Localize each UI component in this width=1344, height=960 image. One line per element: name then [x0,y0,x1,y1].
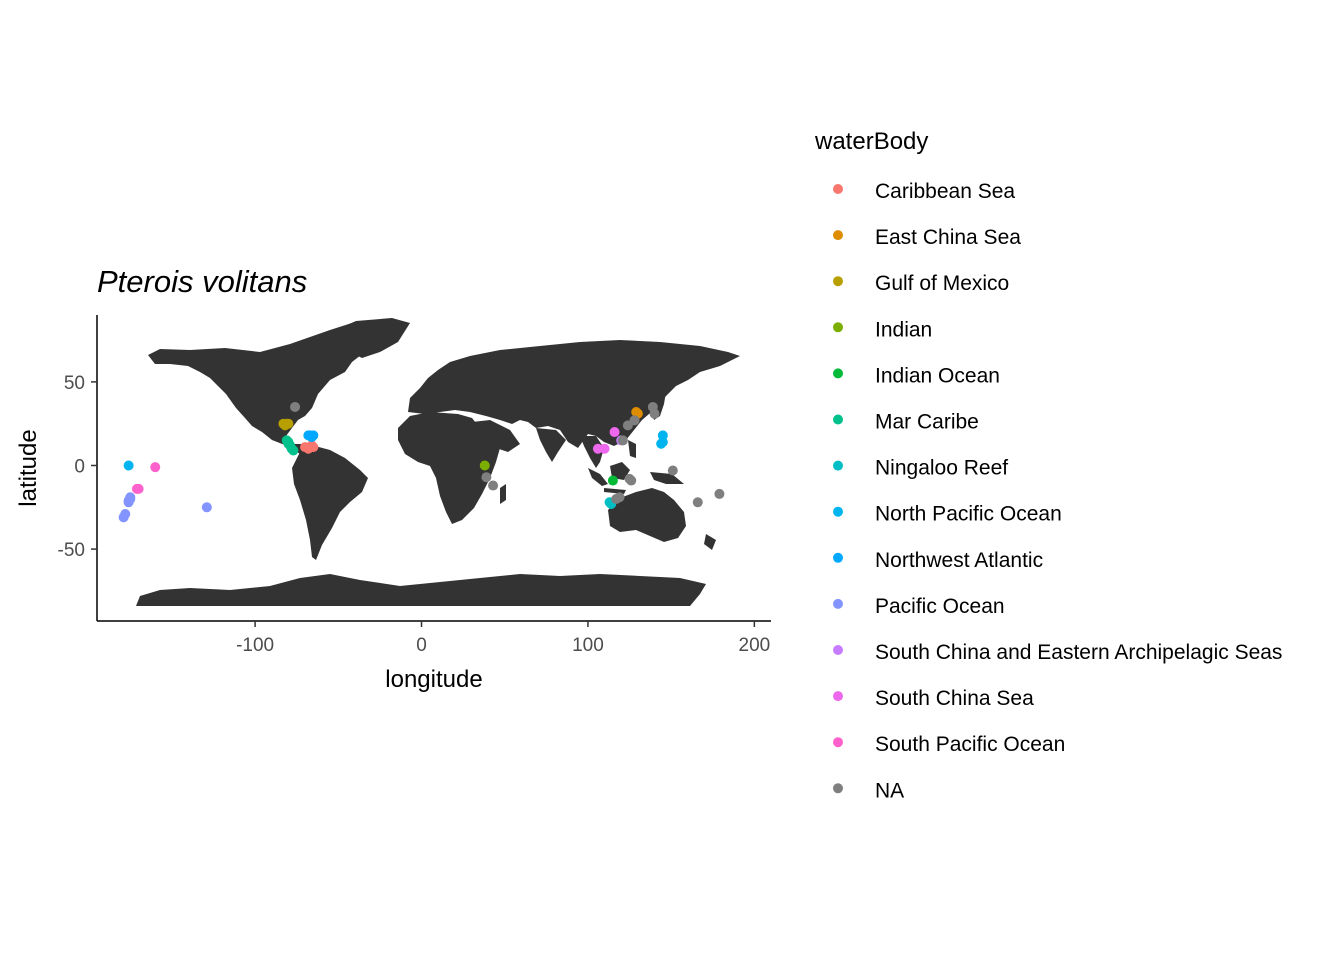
legend-key [833,645,843,655]
legend-key [833,460,843,471]
land-australia [608,488,686,542]
legend-key [833,368,843,379]
legend-key [833,230,843,241]
data-point [607,475,618,486]
data-point [303,430,314,441]
legend-key [833,552,843,563]
data-point [125,492,136,503]
data-point [599,443,610,454]
data-point [306,440,317,451]
land-south-america [292,446,368,560]
legend-label: Indian [875,318,932,341]
land-arabia [472,420,520,452]
y-axis-title: latitude [15,429,42,506]
legend-key [833,506,843,517]
x-tick-label: 200 [739,635,771,656]
land-india [536,428,566,462]
y-tick-label: 0 [74,456,85,477]
land-java [604,488,626,494]
data-point [617,435,628,446]
legend-label: North Pacific Ocean [875,503,1062,526]
legend-label: South Pacific Ocean [875,733,1065,756]
legend-label: East China Sea [875,226,1021,249]
land-sumatra [588,468,608,486]
data-point [201,502,212,513]
data-point [150,462,161,473]
legend-key [833,184,843,194]
y-tick-label: -50 [58,540,85,561]
data-point [649,408,660,419]
legend-key [833,276,843,287]
data-point [479,460,490,471]
data-point [283,418,294,429]
data-point [133,483,144,494]
axes [96,315,771,622]
world-map-land [136,318,740,606]
legend-items: Caribbean Sea East China Sea Gulf of Mexic… [833,180,1282,802]
data-points [118,401,725,523]
legend-label: Northwest Atlantic [875,549,1043,572]
land-philippines [628,440,636,458]
land-greenland [333,318,410,358]
legend-key [833,322,843,333]
x-ticks: -100 0 100 200 [236,621,770,656]
legend: waterBody Caribbean Sea East China Sea Gul… [814,128,1282,802]
land-eurasia [408,340,740,448]
legend-label: Ningaloo Reef [875,457,1008,480]
y-tick-label: 50 [64,373,85,394]
data-point [611,493,622,504]
land-new-guinea [650,472,684,484]
x-tick-label: 0 [416,635,427,656]
legend-key [833,783,843,794]
data-point [609,427,620,438]
legend-label: South China and Eastern Archipelagic Sea… [875,641,1282,664]
x-tick-label: 100 [572,635,604,656]
legend-label: Caribbean Sea [875,180,1015,203]
data-point [488,480,499,491]
chart-title: Pterois volitans [97,264,307,299]
legend-label: Gulf of Mexico [875,272,1009,295]
legend-label: NA [875,779,904,802]
land-africa [398,412,500,524]
data-point [692,497,703,508]
legend-label: Pacific Ocean [875,595,1005,618]
y-ticks: -50 0 50 [58,373,97,561]
x-axis-title: longitude [385,666,482,693]
legend-title: waterBody [814,128,928,155]
data-point [629,415,640,426]
x-tick-label: -100 [236,635,274,656]
legend-key [833,737,843,748]
land-borneo [610,462,630,480]
data-point [626,475,637,486]
legend-key [833,598,843,609]
data-point [667,465,678,476]
legend-key [833,414,843,425]
data-point [290,401,301,412]
data-point [631,406,642,417]
data-point [120,508,131,519]
legend-key [833,691,843,702]
data-point [714,488,725,499]
legend-label: South China Sea [875,687,1034,710]
land-north-america [148,322,375,454]
data-point [283,437,294,448]
data-point [656,438,667,449]
land-madagascar [500,484,506,504]
legend-label: Mar Caribe [875,411,979,434]
legend-label: Indian Ocean [875,364,1000,387]
land-antarctica [136,574,706,606]
land-new-zealand [704,534,716,550]
data-point [481,472,492,483]
data-point [123,460,134,471]
